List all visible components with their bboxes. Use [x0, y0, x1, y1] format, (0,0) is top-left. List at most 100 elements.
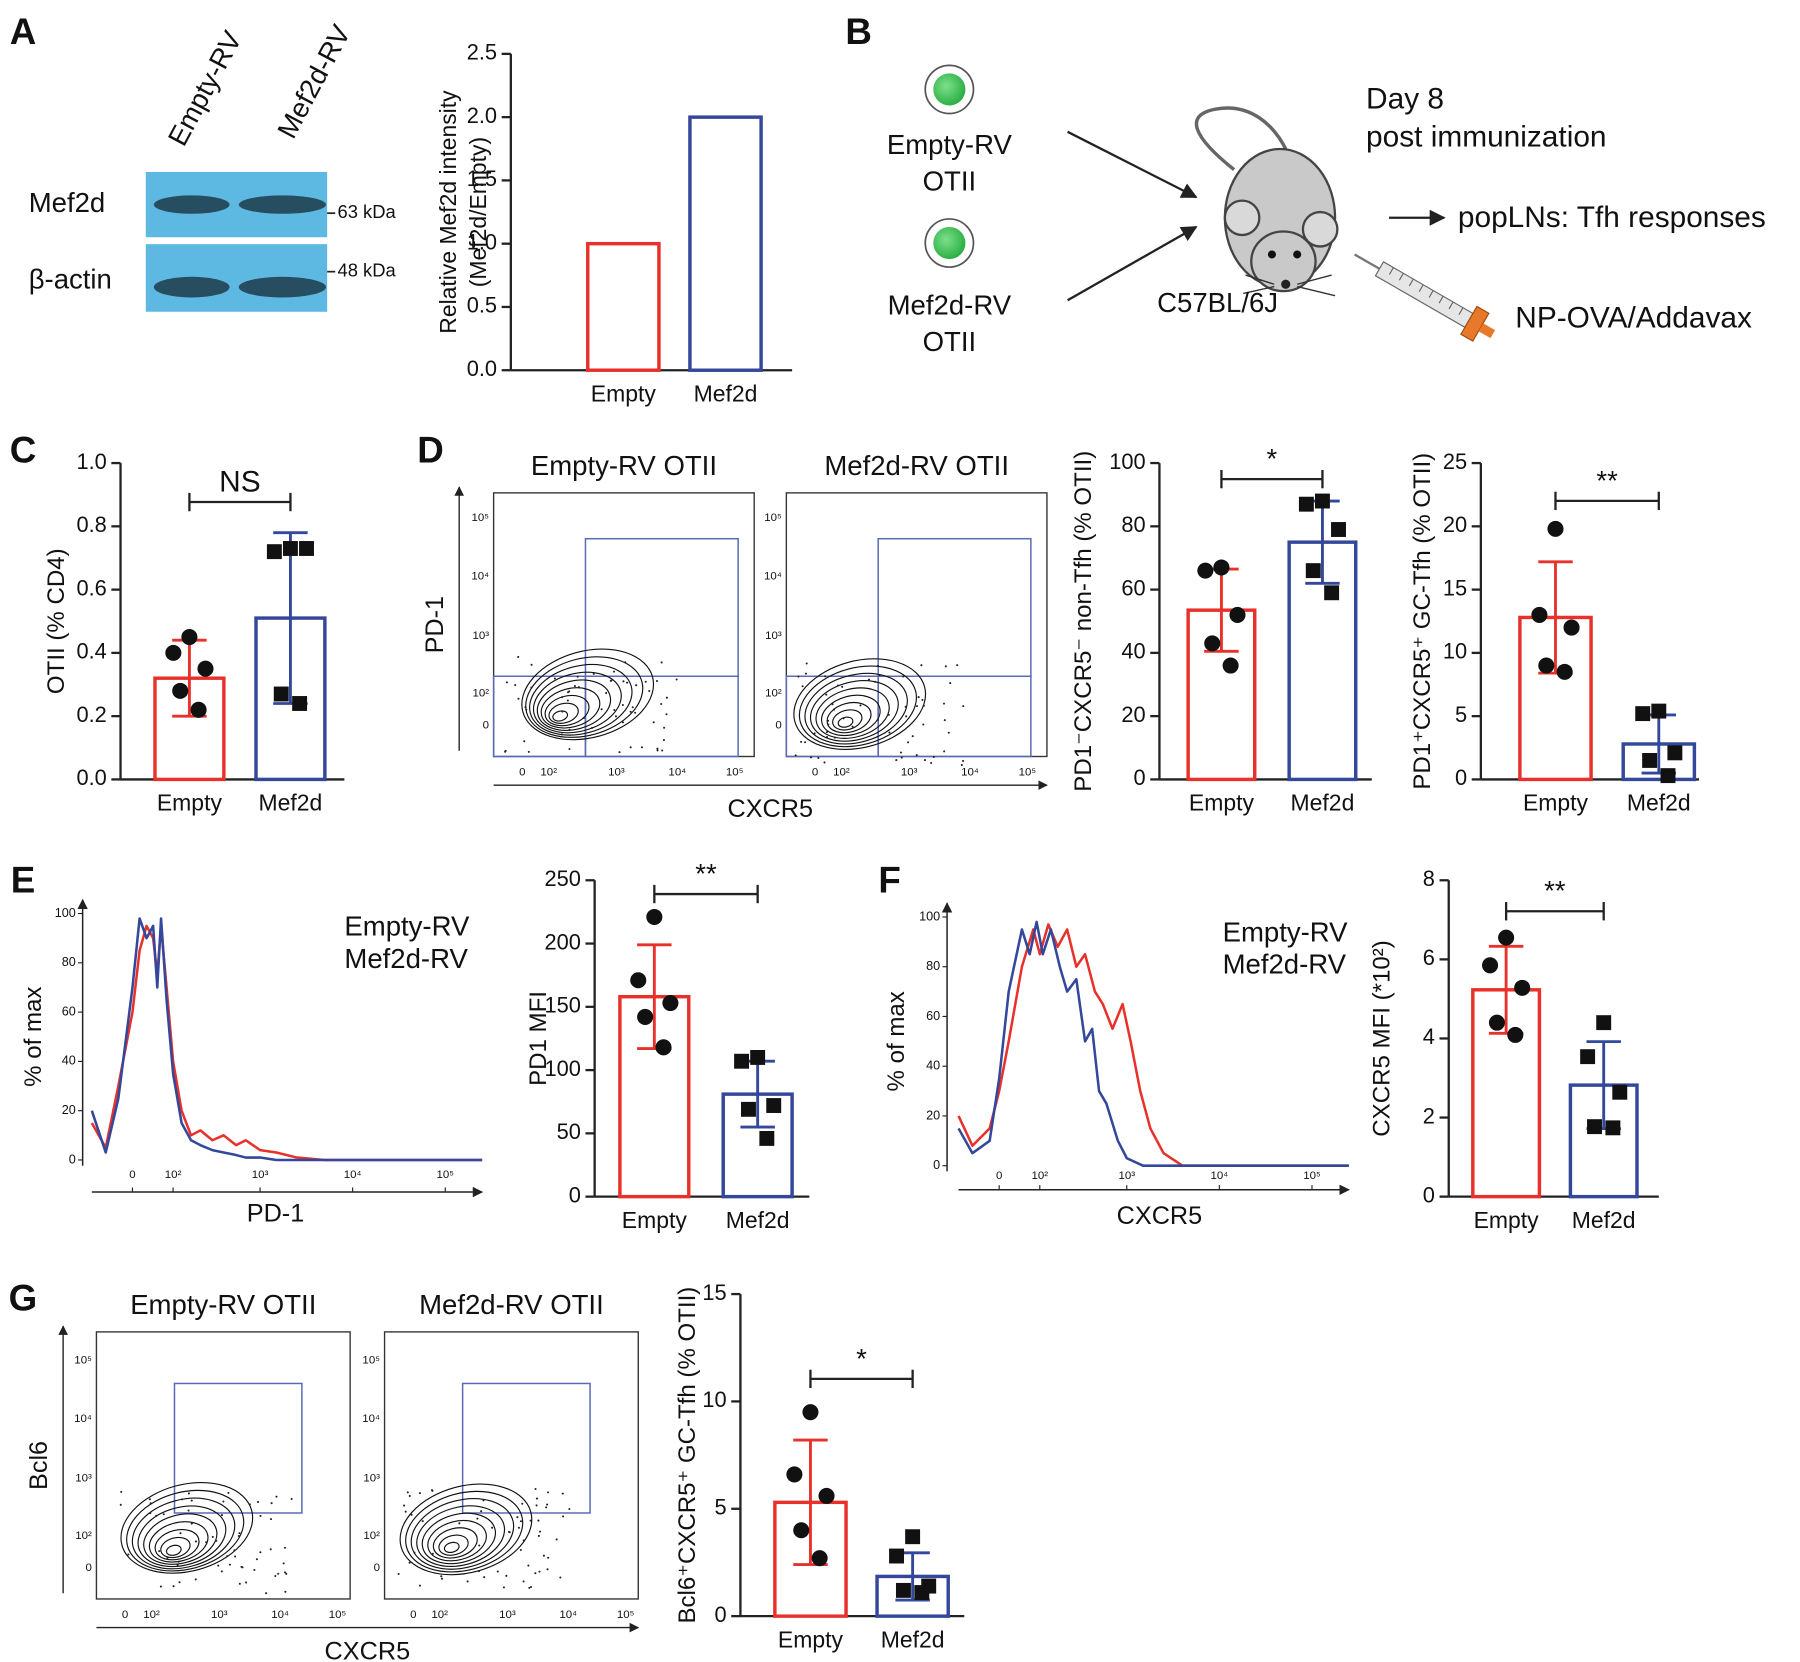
- flow-x-tick: 10²: [431, 1609, 448, 1621]
- event-dot: [561, 710, 564, 713]
- data-point: [759, 1130, 775, 1146]
- scale-mark: [1398, 273, 1404, 281]
- data-point: [741, 1101, 756, 1117]
- event-dot: [923, 759, 926, 762]
- flow-x-tick: 10⁴: [668, 767, 686, 779]
- event-dot: [529, 1519, 532, 1522]
- y-tick-label: 200: [544, 929, 580, 954]
- x-tick-label: Mef2d: [259, 790, 323, 816]
- event-dot: [827, 723, 830, 726]
- event-dot: [283, 1546, 287, 1549]
- contour: [410, 1498, 515, 1570]
- event-dot: [227, 1491, 230, 1494]
- event-dot: [600, 708, 603, 711]
- data-point: [1305, 563, 1321, 579]
- event-dot: [220, 1570, 223, 1573]
- event-dot: [430, 1489, 434, 1492]
- event-dot: [269, 1548, 272, 1551]
- gate: [173, 1382, 303, 1514]
- contour: [416, 1505, 506, 1567]
- event-dot: [922, 723, 925, 726]
- flow-y-tick: 10²: [472, 687, 489, 699]
- data-point: [1587, 1119, 1602, 1135]
- y-tick-label: 5: [1455, 702, 1467, 727]
- data-point: [292, 696, 308, 711]
- data-point: [1498, 929, 1515, 946]
- contour: [154, 1529, 200, 1561]
- event-dot: [621, 721, 625, 724]
- event-dot: [215, 1539, 218, 1542]
- event-dot: [408, 1561, 411, 1564]
- contour: [525, 656, 644, 738]
- flow-title: Empty-RV OTII: [130, 1289, 316, 1320]
- mouse-whisker: [1297, 274, 1332, 285]
- event-dot: [524, 706, 527, 709]
- event-dot: [635, 684, 638, 687]
- x-tick-label: Empty: [591, 381, 657, 407]
- flow-y-tick: 0: [775, 720, 781, 732]
- event-dot: [530, 1585, 533, 1589]
- contour: [815, 687, 890, 739]
- event-dot: [559, 1576, 562, 1579]
- data-point: [1605, 1120, 1621, 1136]
- flow-y-tick: 10²: [75, 1530, 92, 1542]
- event-dot: [537, 1519, 540, 1522]
- significance-label: **: [695, 858, 717, 889]
- event-dot: [478, 1544, 481, 1547]
- blot-band: [238, 195, 327, 214]
- contour: [399, 1483, 533, 1576]
- data-point: [282, 541, 298, 556]
- mouse-ear: [1301, 210, 1339, 248]
- y-tick-label: 15: [702, 1280, 726, 1305]
- contour: [540, 687, 601, 729]
- contour: [832, 709, 863, 731]
- flow-y-tick: 10³: [765, 630, 782, 642]
- event-dot: [823, 761, 826, 764]
- event-dot: [269, 1518, 273, 1521]
- contour: [160, 1536, 191, 1559]
- event-dot: [797, 675, 800, 678]
- event-dot: [245, 1581, 248, 1584]
- event-dot: [259, 1514, 262, 1517]
- flow-y-tick: 10⁵: [74, 1355, 92, 1367]
- data-point: [1660, 768, 1676, 784]
- event-dot: [817, 756, 820, 760]
- data-point: [1488, 1014, 1505, 1031]
- contour: [521, 648, 655, 741]
- panel-label: D: [417, 429, 444, 470]
- x-tick-label: Empty: [1189, 790, 1255, 816]
- data-point: [273, 686, 289, 702]
- donor-name: Mef2d-RV: [888, 289, 1012, 320]
- y-tick-label: 10: [1443, 639, 1467, 664]
- event-dot: [663, 726, 666, 729]
- event-dot: [284, 1590, 287, 1593]
- panel-label: A: [10, 11, 37, 52]
- x-tick-label: Empty: [778, 1626, 844, 1652]
- y-tick-label: 1.5: [467, 166, 497, 191]
- flow-x-tick: 10²: [143, 1609, 160, 1621]
- x-tick-label: 0: [996, 1170, 1002, 1182]
- event-dot: [119, 1503, 122, 1506]
- event-dot: [508, 1530, 511, 1533]
- event-dot: [149, 1502, 152, 1505]
- y-tick-label: 0: [933, 1158, 940, 1172]
- data-point: [1547, 520, 1564, 537]
- event-dot: [634, 711, 637, 714]
- event-dot: [194, 1578, 197, 1581]
- event-dot: [527, 750, 530, 753]
- event-dot: [915, 705, 918, 708]
- contour: [798, 665, 918, 748]
- event-dot: [801, 685, 804, 688]
- event-dot: [911, 735, 914, 738]
- mouse-eye: [1293, 250, 1302, 259]
- data-point: [1324, 585, 1340, 601]
- y-tick-label: 80: [62, 955, 76, 969]
- event-dot: [618, 751, 621, 754]
- event-dot: [560, 733, 563, 736]
- blot-band: [153, 276, 230, 298]
- mouse-nose: [1281, 279, 1291, 289]
- event-dot: [652, 721, 655, 724]
- data-point: [266, 544, 282, 560]
